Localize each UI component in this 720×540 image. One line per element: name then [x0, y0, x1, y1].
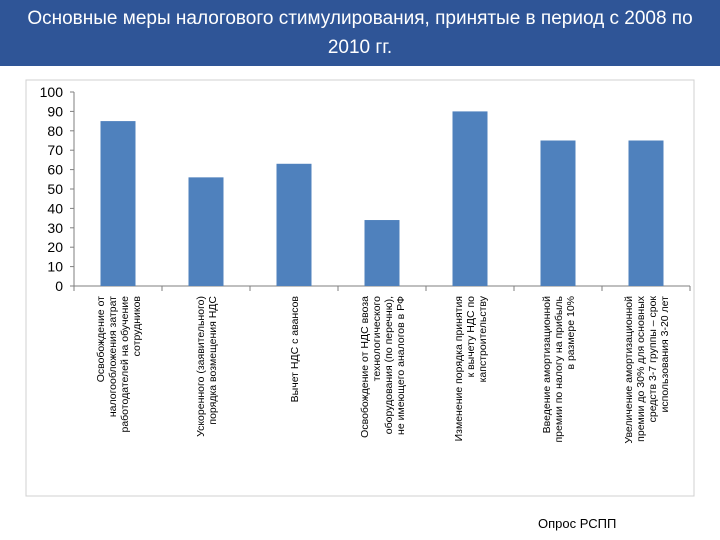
x-tick-label: Увеличение амортизационнойпремии до 30% …: [623, 295, 671, 443]
bar: [540, 140, 576, 286]
x-tick-label: Освобождение от НДС ввозатехнологическог…: [359, 296, 407, 438]
x-tick-label: Освобождение отналогообложения затратраб…: [95, 296, 143, 433]
y-tick-label: 50: [47, 181, 63, 197]
plot-frame: [25, 79, 695, 497]
y-axis: 0 10 20 30 40 50 60 70 80 90 100: [40, 84, 75, 294]
y-tick-label: 0: [55, 278, 63, 294]
bar: [100, 121, 136, 286]
y-tick-label: 40: [47, 200, 63, 216]
y-tick-label: 10: [47, 259, 63, 275]
page-title: Основные меры налогового стимулирования,…: [27, 8, 693, 58]
x-tick-label: Введение амортизационнойпремии по налогу…: [541, 295, 577, 442]
bar: [188, 177, 224, 286]
y-tick-label: 30: [47, 220, 63, 236]
source-note: Опрос РСПП: [538, 516, 617, 531]
x-axis: [73, 285, 691, 291]
y-tick-label: 80: [47, 123, 63, 139]
y-tick-label: 20: [47, 239, 63, 255]
bars: [100, 111, 664, 287]
header-bar: Основные меры налогового стимулирования,…: [0, 0, 720, 66]
bar: [276, 163, 312, 286]
bar-chart: 0 10 20 30 40 50 60 70 80 90 100 Освобождение отна…: [25, 79, 695, 497]
y-tick-label: 60: [47, 162, 63, 178]
bar: [364, 220, 400, 286]
bar: [628, 140, 664, 286]
y-tick-label: 70: [47, 142, 63, 158]
x-tick-label: Изменение порядка принятияк вычету НДС п…: [453, 295, 489, 441]
bar: [452, 111, 488, 287]
y-tick-label: 90: [47, 103, 63, 119]
x-tick-labels: Освобождение отналогообложения затратраб…: [95, 295, 671, 443]
x-tick-label: Вычет НДС с авансов: [289, 296, 301, 403]
x-tick-label: Ускоренного (заявительного)порядка возме…: [195, 296, 219, 437]
y-tick-label: 100: [40, 84, 64, 100]
